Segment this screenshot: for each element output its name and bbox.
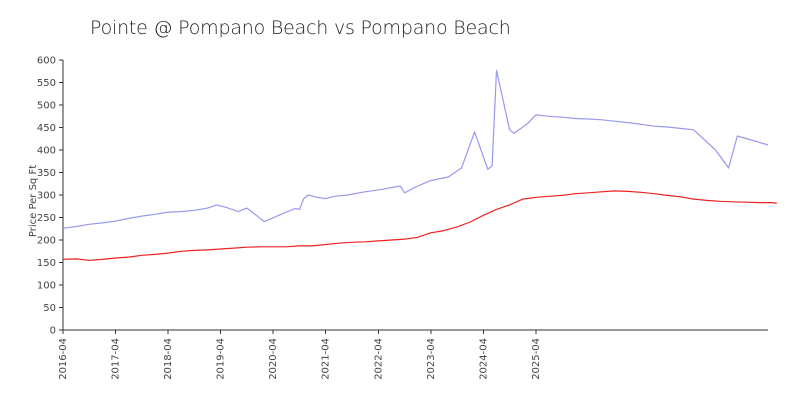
y-tick-label: 250 xyxy=(37,213,56,224)
chart-series xyxy=(62,69,777,261)
y-tick-label: 350 xyxy=(37,168,56,179)
y-tick-label: 450 xyxy=(37,123,56,134)
y-tick-label: 400 xyxy=(37,146,56,157)
x-tick-label: 2016-04 xyxy=(58,338,69,380)
y-tick-label: 200 xyxy=(37,236,56,247)
y-tick-label: 150 xyxy=(37,258,56,269)
chart-axes: 0 50 100 150 200 250 300 350 400 450 500 550 600 2016… xyxy=(37,56,768,380)
y-tick-label: 0 xyxy=(50,326,56,337)
chart-title: Pointe @ Pompano Beach vs Pompano Beach xyxy=(90,17,511,39)
y-tick-label: 50 xyxy=(43,303,56,314)
x-tick-label: 2024-04 xyxy=(478,338,489,380)
y-tick-label: 500 xyxy=(37,101,56,112)
x-tick-label: 2023-04 xyxy=(426,338,437,380)
y-tick-label: 100 xyxy=(37,281,56,292)
x-tick-label: 2020-04 xyxy=(268,338,279,380)
x-tick-label: 2022-04 xyxy=(373,338,384,380)
y-tick-label: 550 xyxy=(37,78,56,89)
y-tick-label: 300 xyxy=(37,191,56,202)
x-tick-label: 2021-04 xyxy=(321,338,332,380)
y-axis-title: Price Per Sq Ft xyxy=(28,165,39,237)
x-tick-label: 2025-04 xyxy=(531,338,542,380)
x-tick-label: 2018-04 xyxy=(163,338,174,380)
series-line-1 xyxy=(62,69,769,229)
y-tick-label: 600 xyxy=(37,56,56,67)
x-tick-label: 2019-04 xyxy=(216,338,227,380)
x-tick-label: 2017-04 xyxy=(111,338,122,380)
series-line-2 xyxy=(62,190,777,261)
